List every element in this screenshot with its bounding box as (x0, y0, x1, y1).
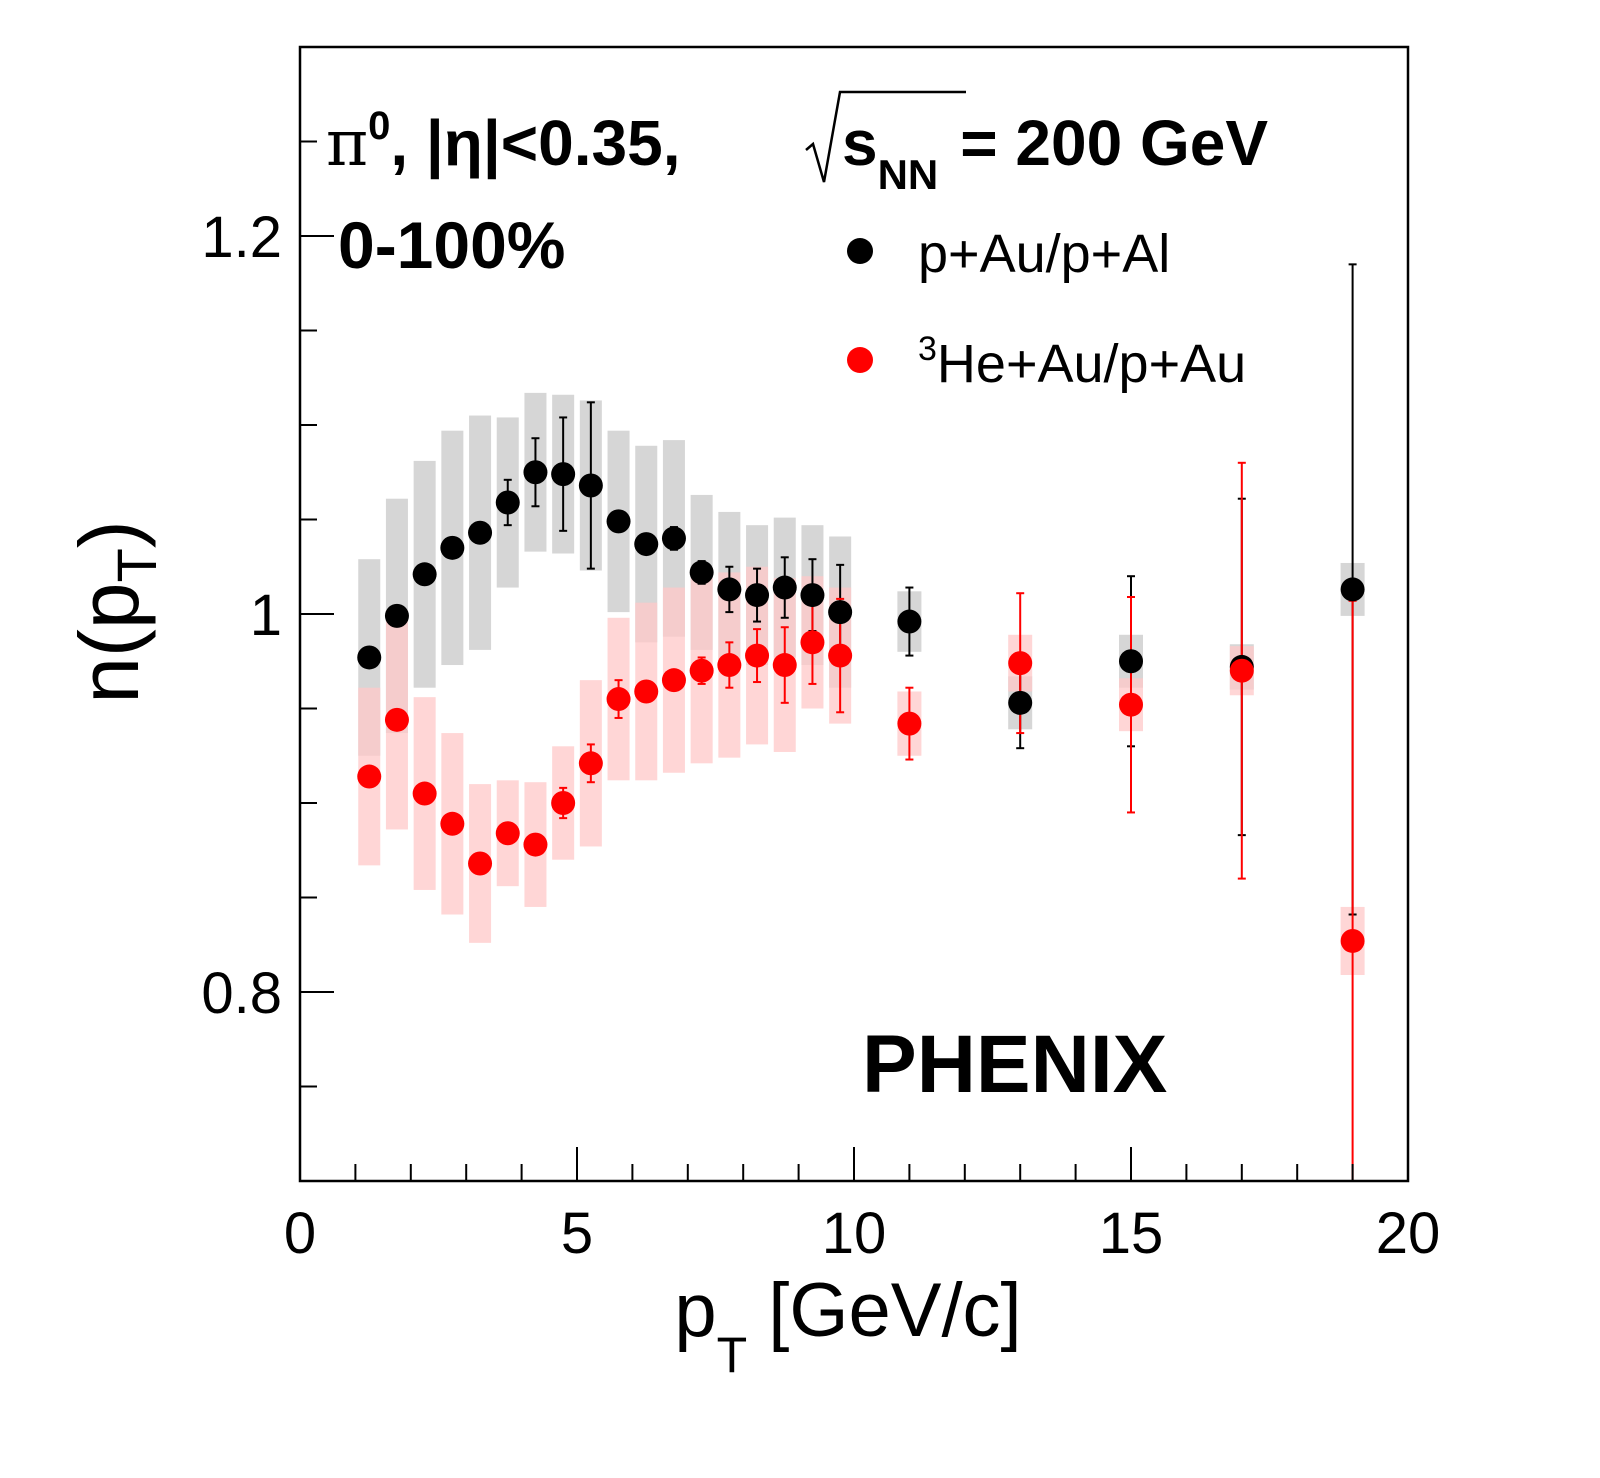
title-annotation-line1: π0, |η|<0.35, (326, 104, 681, 181)
data-point-red (578, 751, 603, 776)
y-tick-label: 1 (250, 583, 282, 648)
data-point-black (412, 562, 437, 587)
legend-label-red-text: He+Au/p+Au (937, 334, 1246, 394)
title-pi-symbol: π (326, 107, 368, 181)
data-point-red (828, 643, 853, 668)
title-energy-value: = 200 GeV (960, 107, 1268, 179)
data-point-black (440, 535, 465, 560)
legend-marker-black (847, 238, 873, 264)
data-point-red (800, 630, 825, 655)
data-point-red (772, 653, 797, 678)
title-s-symbol: s (842, 107, 878, 179)
data-point-red (412, 781, 437, 806)
data-point-red (606, 687, 631, 712)
data-point-red (1229, 658, 1254, 683)
data-point-black (606, 509, 631, 534)
data-point-red (661, 668, 686, 693)
data-point-black (717, 577, 742, 602)
data-point-black (495, 490, 520, 515)
data-point-red (717, 653, 742, 678)
data-point-black (468, 520, 493, 545)
data-point-red (634, 679, 659, 704)
data-point-red (384, 707, 409, 732)
sqrt-symbol (805, 90, 966, 183)
data-point-black (634, 532, 659, 557)
title-pi-superscript: 0 (368, 104, 390, 148)
y-tick-label: 0.8 (201, 961, 282, 1026)
y-axis-label-main: n(p (62, 582, 156, 703)
data-point-black (1119, 649, 1143, 674)
centrality-label: 0-100% (338, 208, 566, 282)
y-tick-label: 1.2 (201, 205, 282, 270)
data-point-black (661, 526, 686, 551)
data-point-black (384, 603, 409, 628)
data-point-red (357, 764, 382, 789)
data-point-red (745, 643, 770, 668)
data-point-black (772, 575, 797, 600)
data-point-red (495, 821, 520, 846)
data-point-black (578, 473, 603, 498)
data-point-black (745, 583, 770, 608)
legend-label-black: p+Au/p+Al (918, 224, 1170, 284)
x-tick-label: 20 (1376, 1201, 1441, 1266)
data-point-black (800, 583, 825, 608)
data-point-red (897, 711, 922, 736)
data-point-red (1008, 651, 1033, 676)
data-point-black (689, 560, 714, 585)
plot-area (357, 263, 1365, 1181)
data-point-red (1340, 928, 1365, 953)
plot-frame (298, 45, 1410, 1183)
data-point-black (828, 600, 853, 625)
x-axis-label-rest: [GeV/c] (747, 1268, 1022, 1353)
axes: 0 5 10 15 20 0.8 1 1.2 (201, 140, 1441, 1266)
x-tick-label: 5 (561, 1201, 593, 1266)
title-energy: sNN = 200 GeV (842, 107, 1268, 198)
experiment-label: PHENIX (862, 1019, 1167, 1110)
x-axis-label-main: p (674, 1268, 716, 1353)
title-s-subscript: NN (878, 151, 939, 198)
y-axis-label-rest: ) (62, 520, 156, 548)
x-axis-label: pT [GeV/c] (674, 1268, 1021, 1383)
data-point-red (523, 832, 548, 857)
title-eta-cut: , |η|<0.35, (390, 107, 680, 180)
data-point-black (1008, 690, 1033, 715)
data-point-black (357, 645, 382, 670)
legend-label-red: 3He+Au/p+Au (918, 330, 1246, 394)
data-point-black (897, 609, 922, 634)
data-point-red (551, 791, 576, 815)
data-point-red (1119, 692, 1143, 717)
data-point-red (440, 811, 465, 836)
x-tick-label: 10 (822, 1201, 887, 1266)
x-tick-label: 0 (284, 1201, 316, 1266)
legend-label-red-superscript: 3 (918, 330, 937, 368)
x-axis-label-subscript: T (717, 1327, 748, 1383)
legend-marker-red (847, 347, 873, 373)
data-point-black (1340, 577, 1365, 602)
data-point-red (689, 658, 714, 683)
x-tick-label: 15 (1099, 1201, 1164, 1266)
data-point-black (551, 462, 576, 487)
data-point-red (468, 851, 493, 876)
y-axis-label-subscript: T (105, 548, 168, 582)
data-point-black (523, 460, 548, 485)
legend: p+Au/p+Al 3He+Au/p+Au (847, 224, 1246, 394)
y-axis-label: n(pT) (62, 520, 168, 704)
